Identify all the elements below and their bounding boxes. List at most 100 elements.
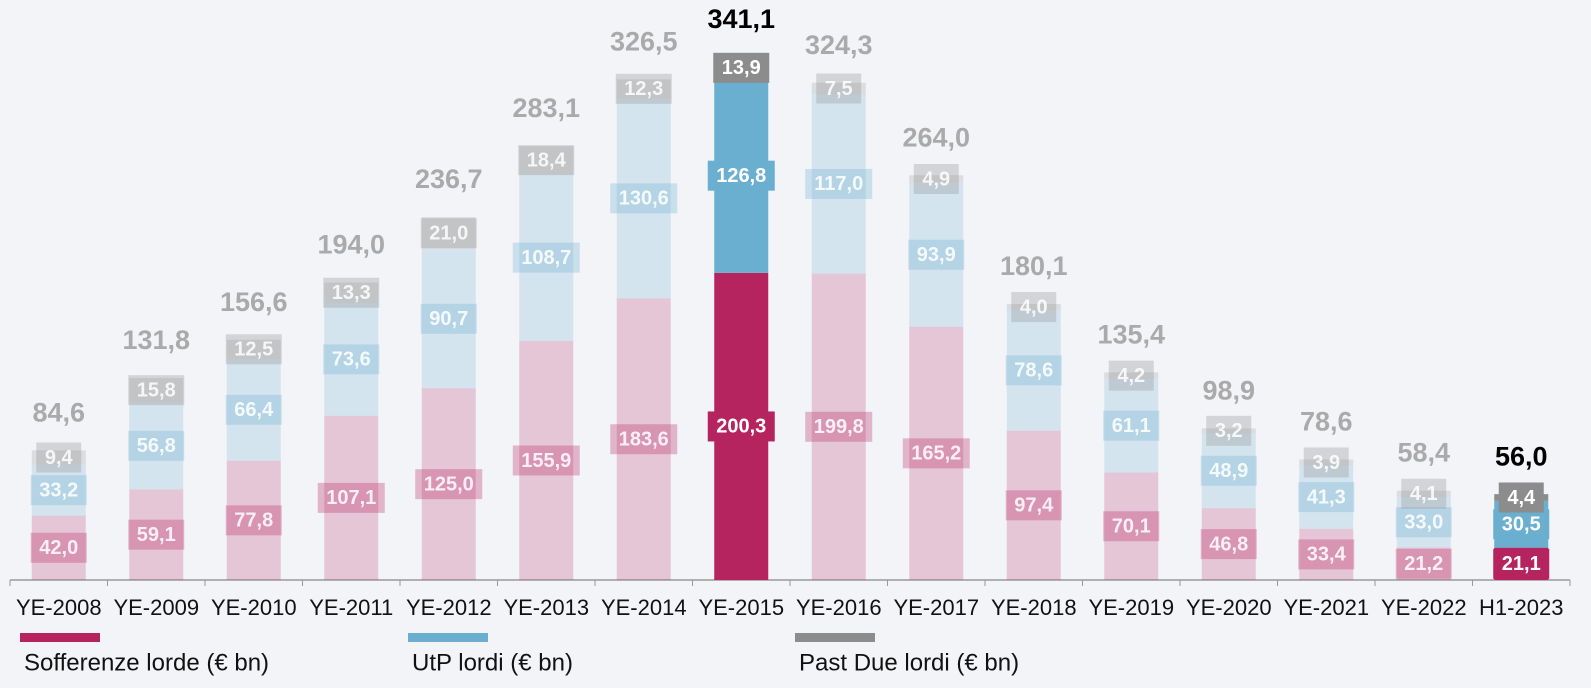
- bar-segment: [909, 326, 964, 580]
- value-label: 59,1: [137, 524, 176, 546]
- x-tick-label: YE-2012: [406, 595, 492, 620]
- total-label: 194,0: [317, 230, 385, 260]
- label-box: [1298, 482, 1355, 513]
- total-label: 324,3: [805, 30, 873, 60]
- bar-segment: [226, 339, 281, 359]
- x-tick-label: YE-2019: [1088, 595, 1174, 620]
- bar-segment: [226, 460, 281, 580]
- legend-label: Sofferenze lorde (€ bn): [24, 649, 269, 676]
- total-label: 180,1: [1000, 251, 1068, 281]
- legend-swatch: [20, 633, 100, 642]
- bar-segment: [1201, 433, 1256, 509]
- label-box: [1303, 447, 1349, 478]
- bar-segment: [1396, 496, 1451, 548]
- x-tick-label: YE-2014: [601, 595, 687, 620]
- bar-segment: [1396, 547, 1451, 580]
- total-label: 58,4: [1397, 438, 1450, 468]
- value-label: 130,6: [619, 188, 669, 210]
- value-label: 3,2: [1215, 420, 1243, 442]
- legend-label: UtP lordi (€ bn): [412, 649, 573, 676]
- label-box: [518, 145, 575, 176]
- value-label: 33,4: [1307, 544, 1347, 566]
- value-label: 4,0: [1020, 296, 1048, 318]
- x-tick-label: YE-2015: [698, 595, 784, 620]
- bar-segment: [1104, 372, 1159, 379]
- value-label: 199,8: [814, 416, 864, 438]
- label-box: [913, 163, 959, 194]
- label-box: [1493, 509, 1550, 540]
- label-box: [128, 430, 185, 461]
- total-label: 56,0: [1495, 441, 1548, 471]
- x-tick-label: YE-2010: [211, 595, 297, 620]
- bar-segment: [1299, 465, 1354, 529]
- bar-segment: [31, 450, 86, 465]
- value-label: 46,8: [1209, 533, 1248, 555]
- label-box: [128, 375, 185, 406]
- x-tick-label: YE-2021: [1283, 595, 1369, 620]
- value-label: 21,2: [1404, 553, 1443, 575]
- value-label: 4,2: [1117, 365, 1145, 387]
- value-label: 4,4: [1507, 487, 1536, 509]
- value-label: 77,8: [234, 510, 273, 532]
- bar-segment: [421, 388, 476, 580]
- value-label: 108,7: [521, 247, 571, 269]
- label-box: [615, 73, 672, 104]
- bar-segment: [811, 94, 866, 274]
- label-box: [713, 52, 770, 83]
- value-label: 13,9: [722, 57, 761, 79]
- label-box: [1103, 410, 1160, 441]
- label-box: [415, 469, 483, 500]
- total-label: 131,8: [122, 325, 190, 355]
- label-box: [805, 411, 873, 442]
- x-tick-label: H1-2023: [1479, 595, 1563, 620]
- value-label: 56,8: [137, 435, 176, 457]
- bar-segment: [324, 282, 379, 303]
- label-box: [1108, 360, 1154, 391]
- value-label: 107,1: [326, 487, 376, 509]
- bar-segment: [1006, 430, 1061, 580]
- total-label: 283,1: [512, 93, 580, 123]
- value-label: 30,5: [1502, 514, 1541, 536]
- bar-segment: [811, 82, 866, 95]
- label-box: [420, 218, 477, 249]
- total-label: 98,9: [1202, 375, 1255, 405]
- x-tick-label: YE-2020: [1186, 595, 1272, 620]
- bar-segment: [31, 515, 86, 580]
- label-box: [317, 482, 385, 513]
- bar-segment: [324, 415, 379, 580]
- value-label: 165,2: [911, 443, 961, 465]
- value-label: 155,9: [521, 450, 571, 472]
- bar-segment: [616, 79, 671, 99]
- value-label: 48,9: [1209, 460, 1248, 482]
- value-label: 93,9: [917, 244, 956, 266]
- total-label: 326,5: [610, 27, 678, 57]
- label-box: [30, 532, 87, 563]
- x-tick-label: YE-2011: [309, 595, 393, 620]
- bar-segment: [519, 340, 574, 580]
- x-tick-label: YE-2018: [991, 595, 1077, 620]
- value-label: 78,6: [1014, 360, 1053, 382]
- label-box: [225, 334, 282, 365]
- value-label: 73,6: [332, 349, 371, 371]
- bar-segment: [1104, 472, 1159, 580]
- label-box: [902, 438, 970, 469]
- total-label: 78,6: [1300, 407, 1353, 437]
- value-label: 4,9: [922, 168, 950, 190]
- bar-segment: [1396, 490, 1451, 497]
- label-box: [420, 303, 477, 334]
- label-box: [1206, 415, 1252, 446]
- value-label: 183,6: [619, 429, 669, 451]
- bar-segment: [1006, 304, 1061, 311]
- bar-segment: [421, 249, 476, 389]
- value-label: 66,4: [234, 399, 274, 421]
- value-label: 4,1: [1410, 483, 1438, 505]
- total-label: 341,1: [707, 4, 775, 34]
- label-box: [225, 394, 282, 425]
- value-label: 21,1: [1502, 553, 1541, 575]
- value-label: 33,0: [1404, 511, 1443, 533]
- bar-segment: [1201, 428, 1256, 434]
- label-box: [512, 242, 580, 273]
- label-box: [1298, 539, 1355, 570]
- bar-segment: [226, 358, 281, 461]
- value-label: 7,5: [825, 78, 853, 100]
